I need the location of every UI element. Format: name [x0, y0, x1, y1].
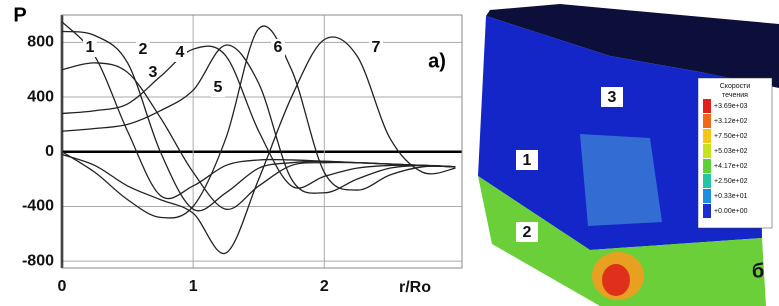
x-tick-label: 0 — [58, 278, 67, 295]
series-label: 2 — [139, 41, 148, 58]
region-label: 1 — [523, 152, 532, 169]
legend-label: +3.69e+03 — [714, 103, 748, 110]
annotation: a) — [428, 50, 446, 72]
legend-swatch — [703, 204, 711, 218]
legend-label: +4.17e+02 — [714, 163, 748, 170]
series-line — [62, 26, 455, 218]
series-label: 5 — [214, 79, 223, 96]
region-label: 3 — [608, 89, 617, 106]
series-label: 1 — [86, 39, 95, 56]
plot-frame — [62, 15, 462, 268]
legend-swatch — [703, 144, 711, 158]
legend-swatch — [703, 114, 711, 128]
legend-swatch — [703, 129, 711, 143]
legend-label: +2.50e+02 — [714, 178, 748, 185]
legend-swatch — [703, 99, 711, 113]
y-axis-label: P — [13, 4, 26, 26]
legend-label: +3.12e+02 — [714, 118, 748, 125]
region-label: 2 — [523, 224, 532, 241]
series-label: 7 — [372, 39, 381, 56]
legend-label: +7.50e+02 — [714, 133, 748, 140]
y-tick-label: -400 — [22, 198, 54, 215]
legend-label: +5.03e+02 — [714, 148, 748, 155]
y-tick-label: 400 — [27, 88, 54, 105]
x-axis-label: r/Ro — [399, 279, 431, 296]
simulation-render: Скорости течения 1 2 3 б +3.69e+03 +3.12e… — [478, 4, 779, 306]
x-tick-label: 1 — [189, 278, 198, 295]
inner-block — [580, 134, 662, 226]
series-label: 6 — [274, 39, 283, 56]
series-label: 4 — [176, 44, 185, 61]
legend-title: Скорости — [720, 83, 751, 90]
legend-label: +0.00e+00 — [714, 208, 748, 215]
x-tick-label: 2 — [320, 278, 329, 295]
series-line — [62, 37, 455, 254]
legend-title: течения — [722, 92, 748, 99]
y-tick-label: 0 — [45, 143, 54, 160]
legend-swatch — [703, 174, 711, 188]
series-line — [62, 31, 455, 210]
y-tick-label: 800 — [27, 34, 54, 51]
y-tick-label: -800 — [22, 252, 54, 269]
series-line — [62, 22, 455, 199]
legend-swatch — [703, 189, 711, 203]
hot-core — [602, 264, 630, 296]
legend-label: +0.33e+01 — [714, 193, 748, 200]
page: Скорости течения 1 2 3 б +3.69e+03 +3.12e… — [0, 0, 779, 306]
legend-swatch — [703, 159, 711, 173]
series-label: 3 — [149, 64, 158, 81]
panel-label: б — [752, 260, 764, 282]
